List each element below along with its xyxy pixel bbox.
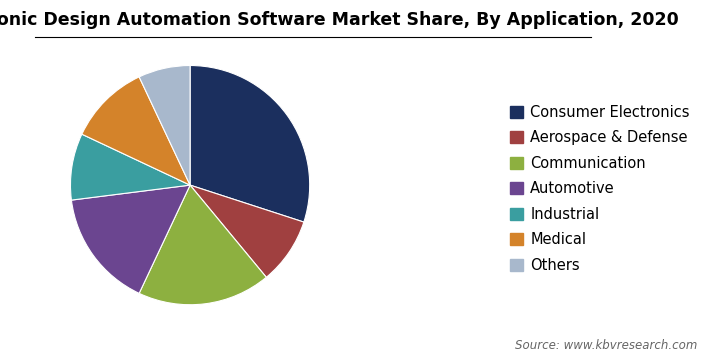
Wedge shape — [139, 185, 266, 305]
Wedge shape — [190, 66, 310, 222]
Wedge shape — [70, 134, 190, 200]
Wedge shape — [82, 77, 190, 185]
Wedge shape — [139, 66, 190, 185]
Wedge shape — [71, 185, 190, 293]
Text: Electronic Design Automation Software Market Share, By Application, 2020: Electronic Design Automation Software Ma… — [0, 11, 679, 29]
Legend: Consumer Electronics, Aerospace & Defense, Communication, Automotive, Industrial: Consumer Electronics, Aerospace & Defens… — [510, 105, 690, 273]
Text: Source: www.kbvresearch.com: Source: www.kbvresearch.com — [515, 339, 697, 352]
Wedge shape — [190, 185, 304, 277]
